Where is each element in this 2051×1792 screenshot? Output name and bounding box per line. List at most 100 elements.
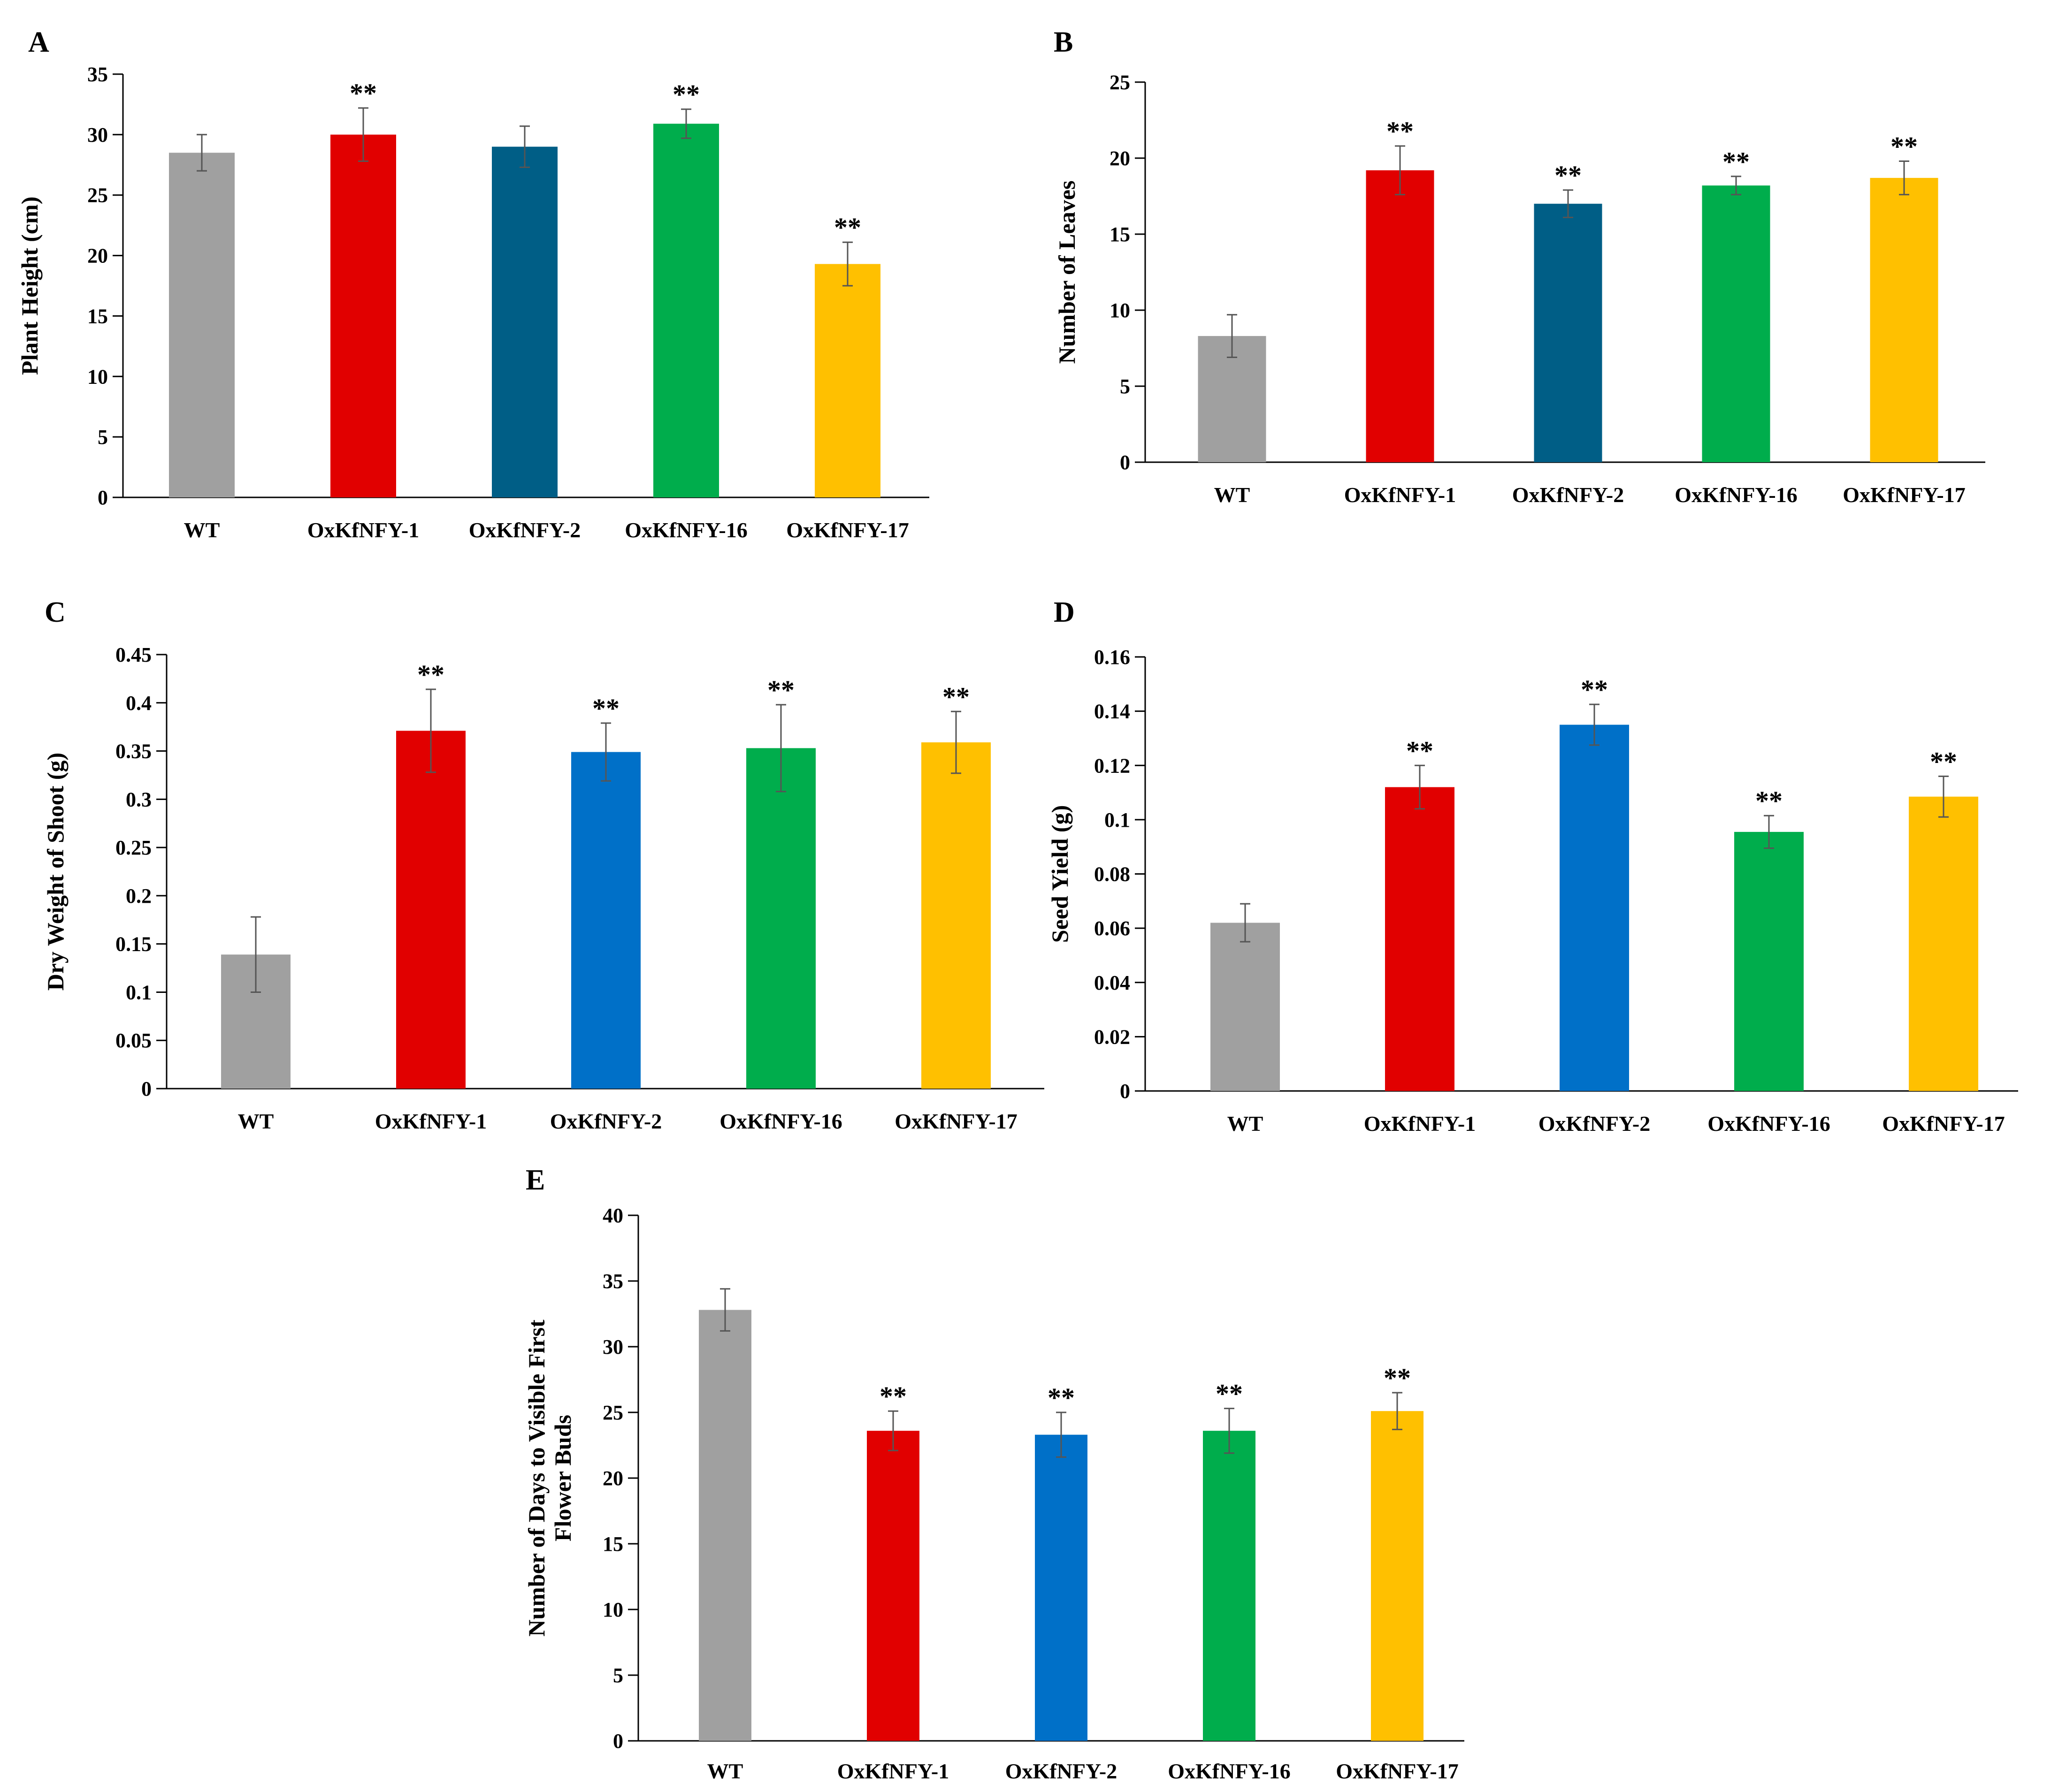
panel-e-category-label-oxkfnfy-17: OxKfNFY-17 (1336, 1759, 1459, 1783)
panel-c-y-tick-label: 0.45 (115, 643, 152, 666)
panel-e-y-tick-label: 15 (603, 1533, 623, 1556)
panel-a-y-axis-label: Plant Height (cm) (16, 197, 43, 375)
panel-d-y-tick-label: 0.12 (1094, 754, 1130, 777)
panel-a-category-label-oxkfnfy-17: OxKfNFY-17 (786, 518, 909, 542)
panel-e-significance-oxkfnfy-17: ** (1384, 1363, 1411, 1393)
panel-b-y-tick-label: 5 (1120, 375, 1130, 398)
panel-e-y-tick-label: 5 (613, 1664, 623, 1687)
panel-b-category-label-wt: WT (1214, 483, 1250, 507)
panel-a-y-tick-label: 15 (87, 305, 108, 328)
panel-e-y-tick-label: 40 (603, 1204, 623, 1227)
panel-c-bar-oxkfnfy-1 (396, 731, 466, 1089)
panel-d-significance-oxkfnfy-2: ** (1581, 674, 1608, 705)
panel-b-bar-oxkfnfy-2 (1534, 204, 1602, 462)
panel-a-y-tick-label: 10 (87, 365, 108, 388)
panel-e-significance-oxkfnfy-16: ** (1216, 1379, 1243, 1409)
panel-c-category-label-oxkfnfy-16: OxKfNFY-16 (719, 1109, 842, 1133)
panel-b-category-label-oxkfnfy-2: OxKfNFY-2 (1512, 483, 1624, 507)
panel-c-significance-oxkfnfy-17: ** (942, 681, 970, 712)
panel-b-significance-oxkfnfy-16: ** (1722, 146, 1750, 177)
panel-d-bar-oxkfnfy-2 (1560, 724, 1629, 1091)
panel-d-bar-oxkfnfy-16 (1734, 831, 1804, 1091)
panel-d-y-tick-label: 0.16 (1094, 646, 1130, 669)
panel-c-y-tick-label: 0.4 (126, 692, 152, 715)
panel-a-significance-oxkfnfy-1: ** (350, 78, 377, 108)
panel-a-significance-oxkfnfy-17: ** (834, 212, 861, 243)
panel-d-bar-oxkfnfy-17 (1909, 796, 1978, 1091)
panel-b-category-label-oxkfnfy-16: OxKfNFY-16 (1675, 483, 1798, 507)
panel-e-significance-oxkfnfy-2: ** (1048, 1382, 1075, 1413)
panel-a: A 0 5 10 15 20 25 30 35 Plant Height (cm) WT ** OxKf… (16, 26, 929, 542)
panel-e-bar-wt (699, 1310, 751, 1741)
panel-e-category-label-oxkfnfy-2: OxKfNFY-2 (1005, 1759, 1117, 1783)
panel-c-y-tick-label: 0.25 (115, 836, 152, 859)
panel-e-bar-oxkfnfy-16 (1203, 1431, 1255, 1741)
panel-d-y-tick-label: 0.14 (1094, 700, 1130, 723)
panel-c-y-tick-label: 0.15 (115, 933, 152, 956)
panel-b-bar-oxkfnfy-17 (1870, 178, 1938, 462)
panel-d-significance-oxkfnfy-1: ** (1406, 735, 1433, 766)
panel-d-category-label-wt: WT (1227, 1112, 1263, 1136)
panel-c-category-label-oxkfnfy-17: OxKfNFY-17 (895, 1109, 1018, 1133)
panel-d-y-tick-label: 0.1 (1104, 808, 1130, 831)
panel-c-category-label-oxkfnfy-1: OxKfNFY-1 (375, 1109, 487, 1133)
panel-b-bar-oxkfnfy-1 (1366, 170, 1434, 462)
panel-e-y-tick-label: 30 (603, 1335, 623, 1358)
panel-e-y-tick-label: 20 (603, 1467, 623, 1490)
panel-c-bar-oxkfnfy-17 (921, 742, 991, 1089)
panel-e-category-label-oxkfnfy-16: OxKfNFY-16 (1168, 1759, 1291, 1783)
panel-a-category-label-oxkfnfy-1: OxKfNFY-1 (307, 518, 420, 542)
panel-d-category-label-oxkfnfy-1: OxKfNFY-1 (1364, 1112, 1476, 1136)
panel-e-bar-oxkfnfy-17 (1371, 1411, 1423, 1741)
panel-b-bar-oxkfnfy-16 (1702, 185, 1770, 462)
panel-b-y-tick-label: 0 (1120, 451, 1130, 474)
panel-a-significance-oxkfnfy-16: ** (673, 79, 700, 110)
panel-d-bar-oxkfnfy-1 (1385, 787, 1454, 1091)
panel-b-significance-oxkfnfy-1: ** (1386, 116, 1414, 146)
panel-c-category-label-wt: WT (238, 1109, 274, 1133)
panel-e-y-tick-label: 10 (603, 1598, 623, 1621)
panel-d-y-tick-label: 0.08 (1094, 863, 1130, 886)
panel-a-category-label-oxkfnfy-2: OxKfNFY-2 (469, 518, 581, 542)
panel-d-y-tick-label: 0.04 (1094, 971, 1130, 994)
panel-b: B 0 5 10 15 20 25 Number of Leaves WT ** OxKfNFY-1… (1054, 26, 1985, 507)
panel-a-bar-oxkfnfy-2 (492, 146, 558, 498)
panel-d-y-axis-label: Seed Yield (g) (1047, 805, 1073, 943)
panel-a-y-tick-label: 30 (87, 123, 108, 146)
panel-e-y-tick-label: 25 (603, 1401, 623, 1424)
panel-c-y-tick-label: 0.2 (126, 885, 152, 907)
panel-d: D 0 0.02 0.04 0.06 0.08 0.1 0.12 0.14 0.16 Seed Yi… (1047, 596, 2018, 1136)
panel-a-bar-oxkfnfy-16 (653, 123, 719, 498)
panel-d-y-tick-label: 0.02 (1094, 1025, 1130, 1048)
panel-a-y-tick-label: 25 (87, 184, 108, 207)
panel-a-bar-oxkfnfy-17 (815, 264, 880, 497)
panel-a-y-tick-label: 20 (87, 244, 108, 267)
panel-b-category-label-oxkfnfy-1: OxKfNFY-1 (1344, 483, 1456, 507)
panel-c-y-tick-label: 0.35 (115, 740, 152, 763)
panel-e-bar-oxkfnfy-2 (1035, 1434, 1087, 1741)
panel-a-y-tick-label: 35 (87, 63, 108, 86)
panel-e-y-axis-label-line-2: Flower Buds (550, 1415, 576, 1541)
panel-c-significance-oxkfnfy-2: ** (592, 693, 620, 724)
panel-a-category-label-wt: WT (184, 518, 220, 542)
panel-e-y-tick-label: 35 (603, 1270, 623, 1293)
panel-e-letter: E (526, 1164, 545, 1196)
panel-d-significance-oxkfnfy-17: ** (1930, 746, 1957, 777)
panel-e-y-tick-label: 0 (613, 1730, 623, 1753)
panel-c-letter: C (45, 596, 66, 628)
panel-e-category-label-wt: WT (707, 1759, 743, 1783)
panel-a-y-tick-label: 0 (98, 486, 108, 509)
panel-a-y-tick-label: 5 (98, 426, 108, 449)
panel-d-category-label-oxkfnfy-16: OxKfNFY-16 (1707, 1112, 1830, 1136)
panel-c-y-tick-label: 0.05 (115, 1029, 152, 1052)
panel-c-y-tick-label: 0.1 (126, 981, 152, 1004)
panel-b-y-axis-label: Number of Leaves (1054, 181, 1080, 364)
panel-d-y-tick-label: 0 (1120, 1080, 1130, 1103)
panel-c-significance-oxkfnfy-16: ** (767, 675, 795, 705)
panel-b-y-tick-label: 15 (1110, 223, 1130, 246)
panel-e-category-label-oxkfnfy-1: OxKfNFY-1 (837, 1759, 949, 1783)
panel-e-y-axis-label-line-1: Number of Days to Visible First (523, 1319, 550, 1637)
panel-d-category-label-oxkfnfy-2: OxKfNFY-2 (1538, 1112, 1651, 1136)
panel-a-category-label-oxkfnfy-16: OxKfNFY-16 (625, 518, 748, 542)
